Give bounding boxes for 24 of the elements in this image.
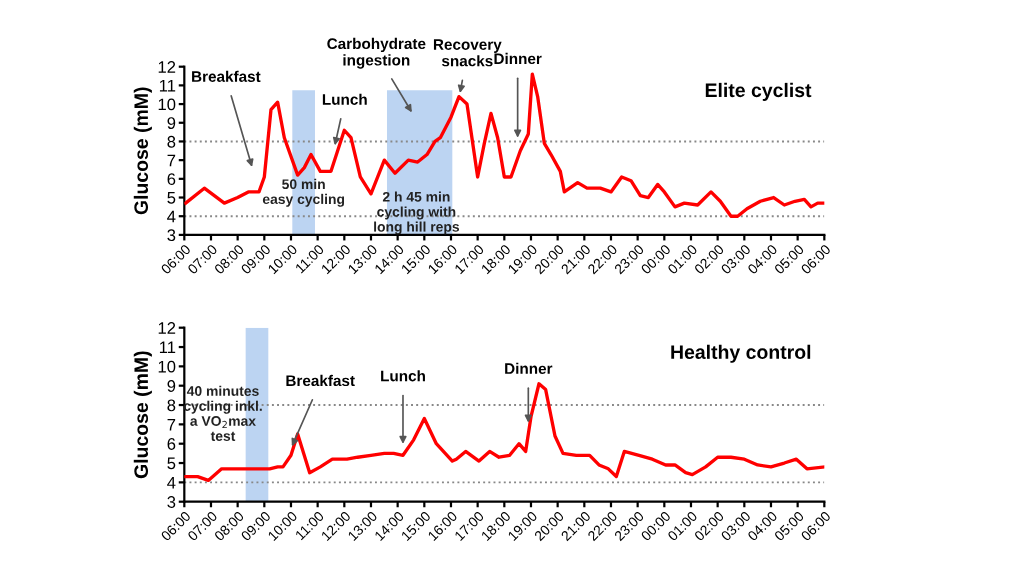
y-tick-label: 5 [167, 457, 176, 470]
y-tick-label: 9 [167, 380, 176, 392]
y-tick-label: 12 [158, 61, 176, 73]
y-tick-label: 3 [167, 496, 176, 508]
y-tick-label: 10 [158, 360, 176, 373]
y-tick-label: 5 [167, 192, 176, 204]
y-tick-label: 12 [158, 322, 176, 334]
y-tick-label: 8 [167, 135, 176, 148]
y-tick-label: 10 [158, 98, 176, 111]
y-tick-label: 8 [167, 399, 176, 412]
y-tick-label: 7 [167, 418, 176, 431]
text: Healthy control [671, 344, 811, 363]
y-tick-label: 6 [167, 438, 176, 450]
y-tick-label: 4 [167, 210, 176, 223]
y-tick-label: 3 [167, 229, 176, 242]
y-axis-title: Glucose (mM) [133, 87, 152, 215]
y-tick-label: 4 [167, 476, 176, 489]
y-tick-label: 9 [167, 117, 176, 129]
y-tick-label: 7 [167, 154, 176, 167]
y-tick-label: 6 [167, 173, 176, 186]
text: Elite cyclist [705, 82, 812, 101]
y-tick-label: 11 [159, 341, 176, 354]
y-axis-title: Glucose (mM) [133, 351, 152, 479]
y-tick-label: 11 [159, 79, 176, 92]
